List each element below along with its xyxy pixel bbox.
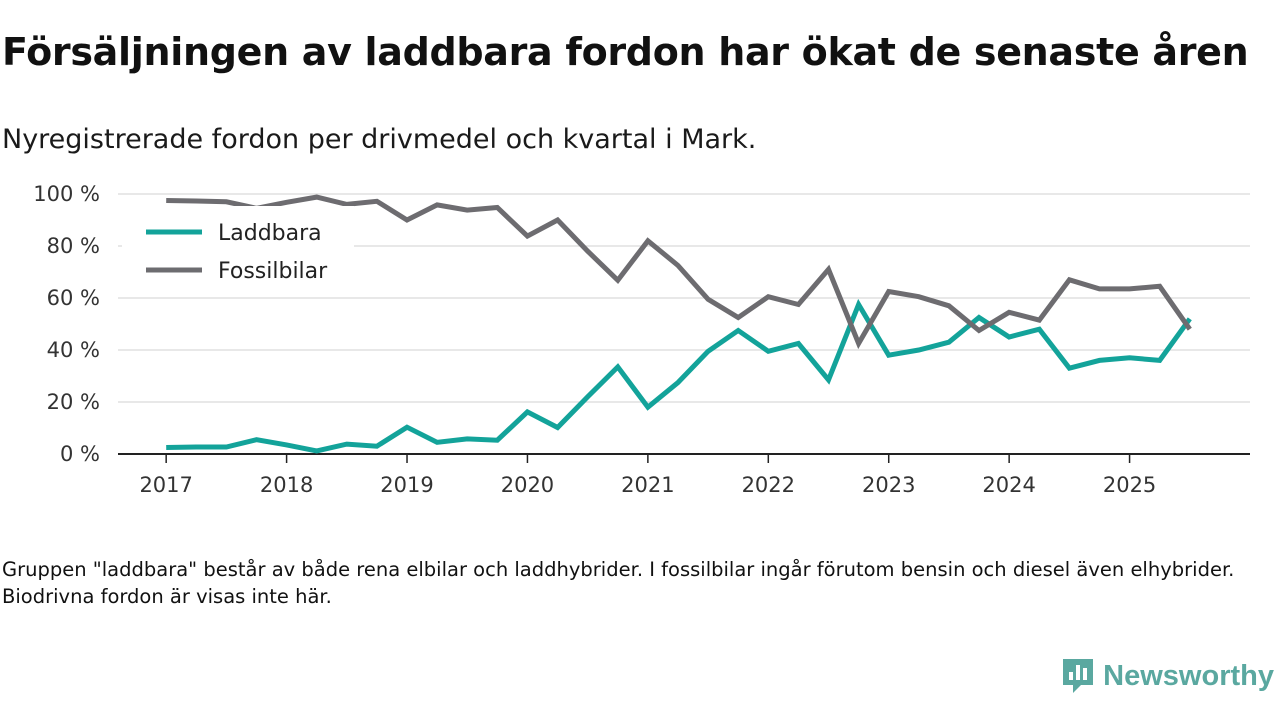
x-tick-label: 2021 (621, 473, 674, 497)
y-tick-label: 80 % (47, 234, 100, 258)
newsworthy-logo-text: Newsworthy (1103, 659, 1274, 692)
newsworthy-logo: Newsworthy (1061, 656, 1274, 696)
y-tick-label: 100 % (33, 182, 100, 206)
x-tick-label: 2019 (380, 473, 433, 497)
x-tick-label: 2020 (501, 473, 554, 497)
legend-label-fossilbilar: Fossilbilar (218, 259, 328, 284)
y-tick-label: 60 % (47, 286, 100, 310)
x-tick-label: 2023 (862, 473, 915, 497)
newsworthy-logo-icon (1063, 659, 1094, 693)
y-tick-label: 20 % (47, 390, 100, 414)
footnote: Gruppen "laddbara" består av både rena e… (2, 558, 1235, 608)
chart-subtitle: Nyregistrerade fordon per drivmedel och … (2, 124, 757, 155)
series-line-laddbara (166, 298, 1192, 454)
y-tick-label: 0 % (60, 442, 100, 466)
x-tick-label: 2018 (260, 473, 313, 497)
x-tick-label: 2022 (742, 473, 795, 497)
y-tick-label: 40 % (47, 338, 100, 362)
chart-title: Försäljningen av laddbara fordon har öka… (2, 30, 1249, 74)
x-tick-label: 2017 (139, 473, 192, 497)
x-tick-label: 2025 (1103, 473, 1156, 497)
x-tick-label: 2024 (982, 473, 1035, 497)
legend-box (122, 206, 354, 292)
line-chart: 0 % 20 % 40 % 60 % 80 % 100 % 2017 2018 2019 2020… (33, 182, 1250, 497)
series-line-fossilbilar (166, 194, 1192, 350)
legend-label-laddbara: Laddbara (218, 221, 322, 246)
